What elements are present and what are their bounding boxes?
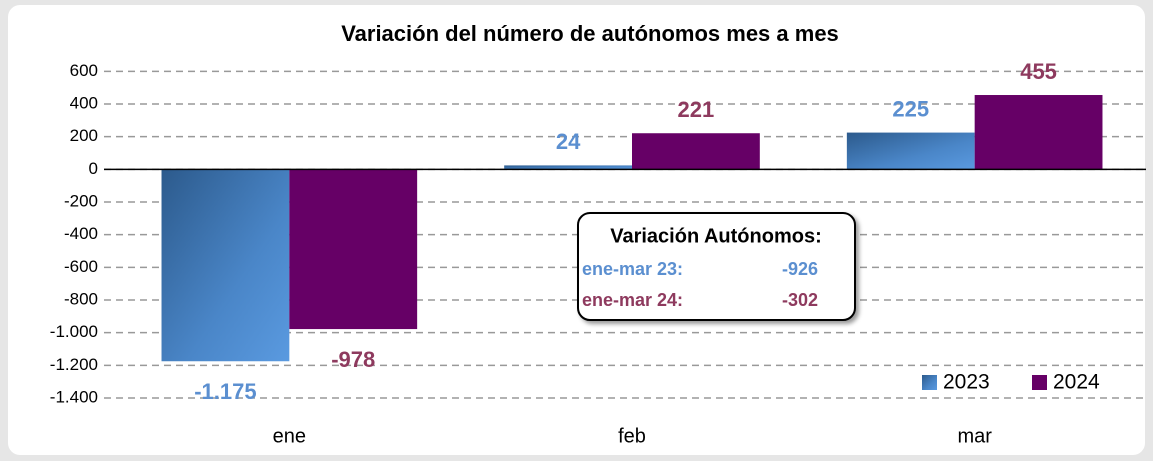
x-tick-label: ene <box>273 425 306 447</box>
value-label: -978 <box>331 347 375 372</box>
y-tick-label: 200 <box>70 126 98 145</box>
bar <box>632 133 760 170</box>
annotation-label: ene-mar 23: <box>582 259 683 279</box>
annotation-value: -926 <box>782 259 818 279</box>
chart-title: Variación del número de autónomos mes a … <box>341 21 839 46</box>
legend-label: 2024 <box>1053 371 1100 394</box>
y-tick-label: -1.200 <box>50 355 98 374</box>
y-tick-label: -200 <box>64 191 98 210</box>
y-tick-label: -800 <box>64 289 98 308</box>
annotation-value: -302 <box>782 290 818 310</box>
panel <box>8 5 1145 455</box>
legend-label: 2023 <box>943 371 990 394</box>
annotation-box <box>577 212 856 321</box>
value-label: 225 <box>892 96 929 121</box>
y-tick-label: -600 <box>64 257 98 276</box>
value-label: 455 <box>1020 59 1057 84</box>
bar <box>289 169 418 330</box>
legend-swatch <box>922 375 937 390</box>
x-tick-label: mar <box>957 425 992 447</box>
bar <box>504 165 632 170</box>
value-label: 24 <box>556 129 581 154</box>
y-tick-label: -1.000 <box>50 322 98 341</box>
y-tick-label: 400 <box>70 93 98 112</box>
y-tick-label: 0 <box>89 159 98 178</box>
bar <box>161 169 290 362</box>
y-tick-label: -1.400 <box>50 387 98 406</box>
x-tick-label: feb <box>618 425 646 447</box>
bar <box>974 95 1103 170</box>
y-tick-label: -400 <box>64 224 98 243</box>
value-label: -1.175 <box>194 379 256 404</box>
y-tick-label: 600 <box>70 61 98 80</box>
bar <box>846 132 975 170</box>
value-label: 221 <box>678 97 715 122</box>
annotation-title: Variación Autónomos: <box>610 225 822 247</box>
annotation-label: ene-mar 24: <box>582 290 683 310</box>
legend-swatch <box>1032 375 1047 390</box>
